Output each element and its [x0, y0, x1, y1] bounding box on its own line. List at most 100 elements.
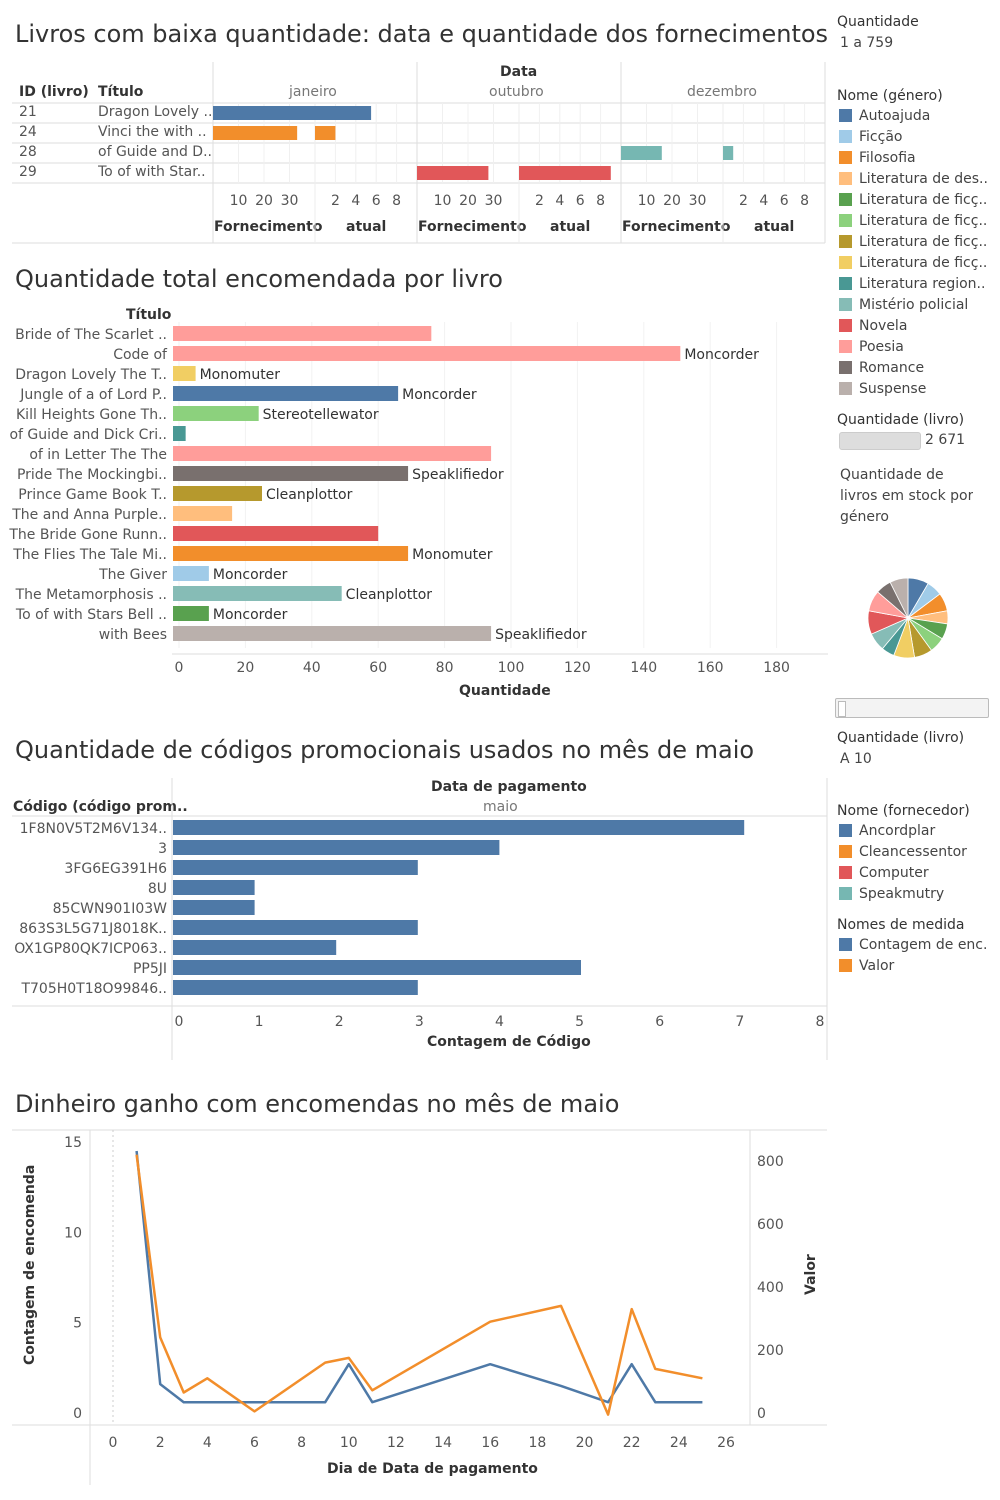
legend-item[interactable]: Cleancessentor — [839, 844, 989, 860]
category-label: To of with Stars Bell .. — [15, 607, 167, 623]
legend-item[interactable]: Poesia — [839, 339, 989, 355]
tick-label: 0 — [109, 1435, 118, 1451]
category-label: T705H0T18O99846.. — [20, 981, 167, 997]
tick-label: 24 — [670, 1435, 688, 1451]
legend-item[interactable]: Literatura region.. — [839, 276, 989, 292]
supplier-label: Cleanplottor — [266, 487, 353, 503]
tick-label: 1 — [255, 1014, 264, 1030]
bar — [173, 626, 492, 641]
tick-label: 2 — [331, 193, 340, 209]
fornecimento-bar — [213, 126, 298, 140]
legend-label: Romance — [859, 360, 925, 376]
legend-item[interactable]: Literatura de ficç.. — [839, 213, 989, 229]
legend-swatch — [839, 845, 852, 858]
tick-label: 3 — [415, 1014, 424, 1030]
category-label: Bride of The Scarlet .. — [15, 327, 167, 343]
bar — [173, 606, 209, 621]
legend-item[interactable]: Literatura de ficç.. — [839, 192, 989, 208]
stock-by-genre-pie — [867, 577, 949, 659]
category-label: of Guide and Dick Cri.. — [9, 427, 167, 443]
tick-label: 160 — [697, 660, 724, 676]
legend-item[interactable]: Speakmutry — [839, 886, 989, 902]
category-label: PP5JI — [133, 961, 167, 977]
bar — [173, 346, 681, 361]
category-label: 85CWN901I03W — [53, 901, 168, 917]
tick-label: 10 — [434, 193, 452, 209]
legend-item[interactable]: Romance — [839, 360, 989, 376]
tick-label: 8 — [297, 1435, 306, 1451]
chart4-x-axis-label: Dia de Data de pagamento — [327, 1461, 538, 1477]
tick-label: 80 — [436, 660, 454, 676]
tick-label: 180 — [763, 660, 790, 676]
tick-label: 0 — [757, 1406, 766, 1422]
legend-item[interactable]: Mistério policial — [839, 297, 989, 313]
legend-swatch — [839, 298, 852, 311]
chart1-row-title: Vinci the with .. — [98, 124, 207, 140]
legend-item[interactable]: Computer — [839, 865, 989, 881]
bar — [173, 386, 399, 401]
promo-codes-chart: 0 1 2 3 4 5 6 7 8 1F8N0V5T2M6V134.. 3 3FG6EG391H6 8U… — [12, 778, 828, 1060]
legend-label: Contagem de enc.. — [859, 937, 989, 953]
bar — [173, 546, 409, 561]
chart1-row-title: of Guide and D.. — [98, 144, 212, 160]
category-label: The and Anna Purple.. — [11, 507, 167, 523]
category-label: Pride The Mockingbi.. — [17, 467, 167, 483]
category-label: 8U — [148, 881, 167, 897]
bar — [173, 466, 409, 481]
legend-swatch — [839, 109, 852, 122]
tick-label: 200 — [757, 1343, 784, 1359]
legend-item[interactable]: Literatura de des.. — [839, 171, 989, 187]
legend-swatch — [839, 824, 852, 837]
category-label: Kill Heights Gone Th.. — [16, 407, 167, 423]
legend-item[interactable]: Ancordplar — [839, 823, 989, 839]
legend-label: Valor — [859, 958, 895, 974]
tick-label: 10 — [638, 193, 656, 209]
tick-label: 30 — [281, 193, 299, 209]
legend-item[interactable]: Literatura de ficç.. — [839, 255, 989, 271]
legend-item[interactable]: Contagem de enc.. — [839, 937, 989, 953]
tick-label: 6 — [655, 1014, 664, 1030]
category-label: The Flies The Tale Mi.. — [12, 547, 167, 563]
chart1-subpanel-label: Fornecimento — [418, 219, 527, 235]
bar — [173, 840, 500, 855]
chart1-subpanel-label: atual — [346, 219, 387, 235]
quantidade-filter-range[interactable]: 1 a 759 — [840, 35, 894, 51]
tick-label: 10 — [64, 1225, 82, 1241]
tick-label: 400 — [757, 1280, 784, 1296]
legend-label: Literatura de ficç.. — [859, 234, 988, 250]
legend-item[interactable]: Suspense — [839, 381, 989, 397]
legend-item[interactable]: Ficção — [839, 129, 989, 145]
legend-label: Computer — [859, 865, 929, 881]
quantity-slider-handle[interactable] — [838, 701, 846, 717]
legend-label: Autoajuda — [859, 108, 931, 124]
tick-label: 5 — [73, 1316, 82, 1332]
legend-item[interactable]: Novela — [839, 318, 989, 334]
category-label: with Bees — [99, 627, 167, 643]
quantity-slider-track[interactable] — [835, 698, 989, 718]
legend-item[interactable]: Filosofia — [839, 150, 989, 166]
atual-bar — [315, 106, 372, 120]
tick-label: 22 — [623, 1435, 641, 1451]
tick-label: 120 — [564, 660, 591, 676]
legend-item[interactable]: Autoajuda — [839, 108, 989, 124]
legend-item[interactable]: Literatura de ficç.. — [839, 234, 989, 250]
tick-label: 7 — [735, 1014, 744, 1030]
legend-label: Speakmutry — [859, 886, 945, 902]
money-earned-chart: 0 2 4 6 8 10 12 14 16 18 20 22 24 2605101502004006008… — [12, 1129, 827, 1485]
low-stock-chart: 10 20 30 2 4 6 8 10 20 30 2 4 6 8 10 20 30 2 4 6 8 — [12, 62, 826, 244]
atual-bar — [519, 166, 611, 180]
stock-caption-line: Quantidade de — [840, 467, 944, 483]
supplier-legend-title: Nome (fornecedor) — [837, 803, 970, 819]
legend-item[interactable]: Valor — [839, 958, 989, 974]
legend-swatch — [839, 959, 852, 972]
chart1-subpanel-label: atual — [754, 219, 795, 235]
chart1-top-header: Data — [500, 64, 538, 80]
chart1-row-id: 29 — [19, 164, 37, 180]
category-label: The Bride Gone Runn.. — [8, 527, 167, 543]
qty-livro2-value[interactable]: A 10 — [840, 751, 872, 767]
chart1-title-header: Título — [98, 84, 144, 100]
chart1-month-outubro: outubro — [489, 84, 544, 100]
chart1-month-dezembro: dezembro — [687, 84, 757, 100]
chart3-top-header: Data de pagamento — [431, 779, 587, 795]
chart1-row-id: 28 — [19, 144, 37, 160]
